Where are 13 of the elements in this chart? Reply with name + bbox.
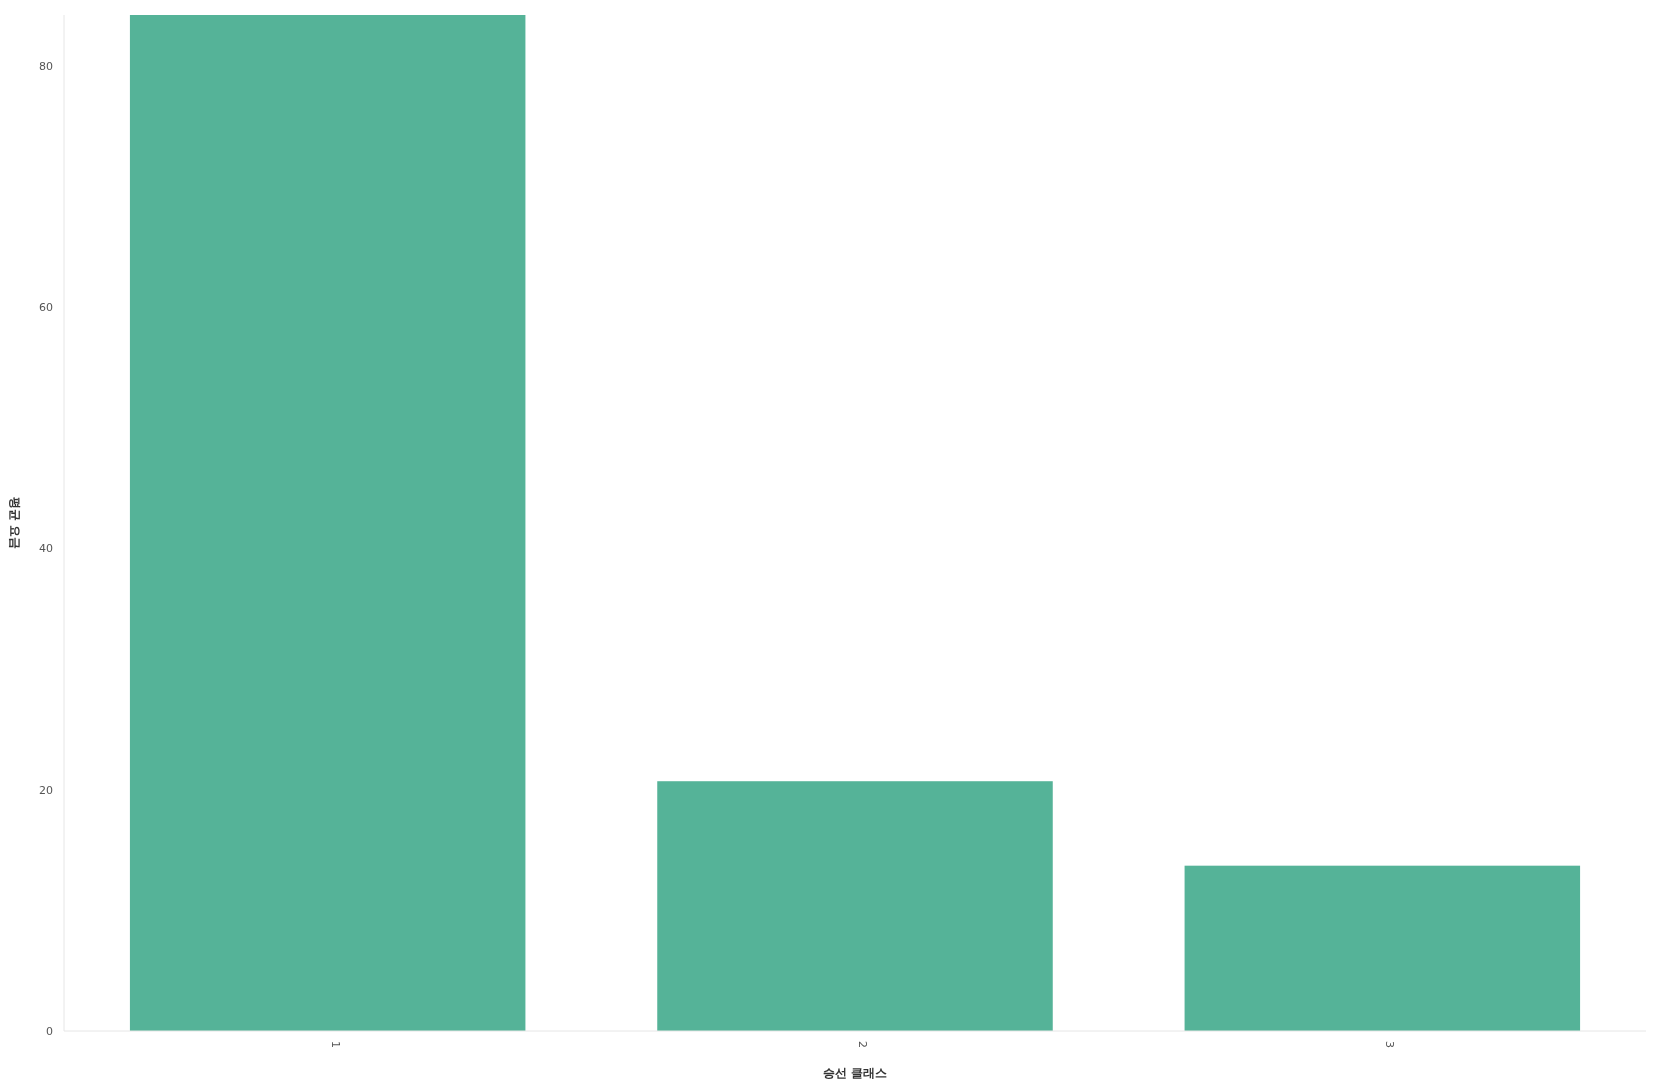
bar (657, 781, 1053, 1031)
y-tick-label: 40 (39, 542, 53, 556)
y-tick-label: 20 (39, 783, 53, 797)
bar (1184, 865, 1581, 1031)
x-tick-label: 3 (1383, 1041, 1397, 1048)
y-axis-title: 평균 요금 (8, 496, 22, 550)
y-tick-label: 80 (39, 59, 53, 73)
x-tick-label: 1 (328, 1041, 342, 1048)
x-tick-label: 2 (856, 1041, 869, 1048)
x-axis-title: 승선 클래스 (822, 1066, 888, 1080)
y-tick-label: 0 (46, 1025, 53, 1038)
y-tick-label: 60 (39, 301, 53, 315)
bar (129, 15, 526, 1031)
